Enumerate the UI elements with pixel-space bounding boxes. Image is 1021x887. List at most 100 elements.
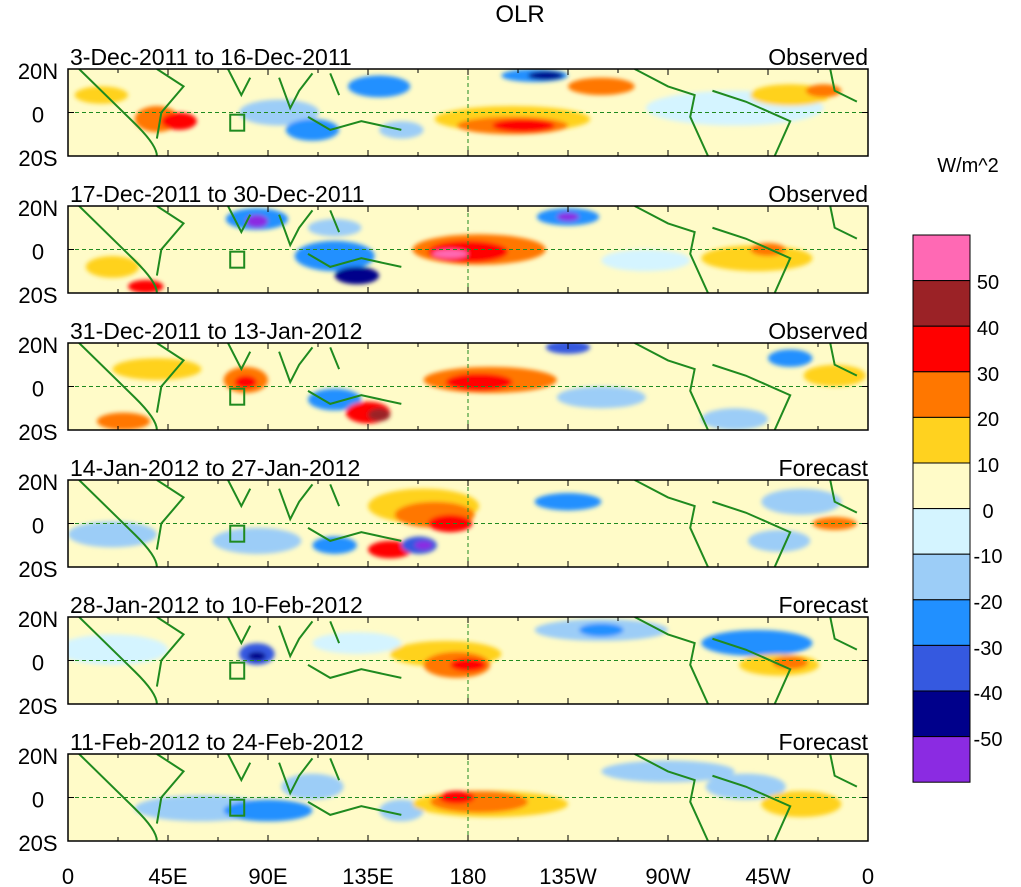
panel-kind: Forecast (779, 729, 869, 755)
anomaly-contour (245, 214, 268, 228)
lat-label: 20S (18, 831, 57, 856)
anomaly-contour (112, 358, 202, 380)
colorbar-swatch (912, 736, 971, 783)
colorbar-label: -40 (974, 683, 1003, 705)
lon-label: 90W (645, 864, 690, 887)
colorbar-swatch (912, 462, 971, 510)
olr-panel: 20N 0 20S 28-Jan-2012 to 10-Feb-2012 Forecas… (18, 592, 869, 719)
coastline (78, 343, 858, 430)
panel-period: 31-Dec-2011 to 13-Jan-2012 (70, 318, 362, 344)
longitude-axis: 0 45E 90E 135E 180 135W 90W 45W 0 (62, 864, 874, 887)
colorbar-label: -20 (974, 592, 1003, 614)
anomaly-contour (85, 256, 140, 278)
olr-panel: 20N 0 20S 3-Dec-2011 to 16-Dec-2011 Observed (18, 44, 869, 171)
reference-box (229, 250, 246, 269)
colorbar: W/m^2 50 40 30 20 10 0 -10 -20 -30 -40 -… (912, 155, 1003, 783)
anomaly-contour (701, 630, 813, 657)
colorbar-swatch (912, 644, 971, 692)
anomaly-contour (701, 408, 769, 430)
anomaly-contour (312, 632, 402, 654)
lon-label: 45E (148, 864, 187, 887)
reference-box (229, 798, 246, 817)
colorbar-label: -30 (974, 638, 1003, 660)
anomaly-contour (312, 536, 357, 554)
anomaly-contour (285, 119, 340, 141)
lat-label: 0 (32, 377, 44, 402)
anomaly-contour (579, 623, 624, 637)
anomaly-contour (379, 799, 424, 822)
lat-label: 20S (18, 283, 57, 308)
figure-title: OLR (495, 1, 544, 28)
lon-label: 0 (62, 864, 74, 887)
panel-kind: Forecast (779, 592, 869, 618)
panel-period: 28-Jan-2012 to 10-Feb-2012 (70, 592, 363, 618)
anomaly-contour (281, 773, 344, 800)
anomaly-contour (803, 364, 866, 387)
panel-period: 17-Dec-2011 to 30-Dec-2011 (70, 181, 365, 207)
anomaly-contour (556, 386, 646, 409)
colorbar-label: 30 (977, 364, 999, 386)
colorbar-label: 10 (977, 455, 999, 477)
panel-kind: Observed (768, 181, 868, 207)
lat-label: 0 (32, 240, 44, 265)
panel-stack: 20N 0 20S 3-Dec-2011 to 16-Dec-2011 Observed… (18, 44, 869, 856)
anomaly-contour (368, 408, 391, 422)
anomaly-contour (68, 634, 168, 665)
anomaly-contour (768, 349, 813, 367)
anomaly-contour (428, 514, 473, 533)
anomaly-contour (223, 799, 313, 822)
colorbar-swatch (912, 234, 971, 282)
anomaly-contour (294, 240, 375, 272)
anomaly-field (68, 754, 868, 841)
colorbar-swatch (912, 599, 971, 646)
lat-label: 20S (18, 420, 57, 445)
anomaly-contour (334, 266, 380, 285)
anomaly-contour (805, 84, 842, 98)
colorbar-swatch (912, 371, 971, 418)
lat-label: 20N (18, 607, 58, 632)
colorbar-label: -50 (974, 729, 1003, 751)
anomaly-contour (748, 530, 811, 552)
anomaly-contour (414, 540, 433, 550)
anomaly-contour (568, 77, 635, 96)
lat-label: 20S (18, 146, 57, 171)
olr-panel: 20N 0 20S 14-Jan-2012 to 27-Jan-2012 Forecas… (18, 455, 869, 582)
panel-kind: Observed (768, 318, 868, 344)
colorbar-swatch (912, 416, 971, 464)
anomaly-contour (432, 249, 468, 259)
panel-period: 14-Jan-2012 to 27-Jan-2012 (70, 455, 360, 481)
colorbar-swatch (912, 553, 971, 601)
anomaly-contour (348, 75, 411, 98)
anomaly-field (68, 206, 868, 293)
colorbar-unit: W/m^2 (937, 155, 999, 177)
anomaly-contour (308, 219, 362, 237)
anomaly-contour (248, 651, 266, 661)
anomaly-contour (761, 790, 842, 818)
lon-label: 45W (745, 864, 790, 887)
lat-label: 0 (32, 651, 44, 676)
anomaly-contour (308, 388, 362, 411)
lat-label: 20N (18, 744, 58, 769)
reference-box (229, 387, 246, 406)
anomaly-contour (445, 373, 513, 391)
reference-box (229, 113, 246, 132)
colorbar-swatch (912, 280, 971, 327)
lat-label: 0 (32, 514, 44, 539)
anomaly-contour (534, 493, 602, 511)
colorbar-label: 0 (982, 501, 993, 523)
anomaly-contour (161, 112, 197, 130)
colorbar-swatch (912, 325, 971, 373)
anomaly-contour (212, 527, 302, 554)
anomaly-contour (450, 658, 486, 672)
lat-label: 0 (32, 103, 44, 128)
panel-kind: Observed (768, 44, 868, 70)
lat-label: 20S (18, 694, 57, 719)
colorbar-label: 20 (977, 409, 999, 431)
coastline (78, 69, 858, 156)
lat-label: 0 (32, 788, 44, 813)
olr-panel: 20N 0 20S 31-Dec-2011 to 13-Jan-2012 Observe… (18, 318, 869, 445)
anomaly-contour (127, 279, 164, 293)
anomaly-contour (74, 86, 128, 104)
coastline (78, 754, 858, 841)
